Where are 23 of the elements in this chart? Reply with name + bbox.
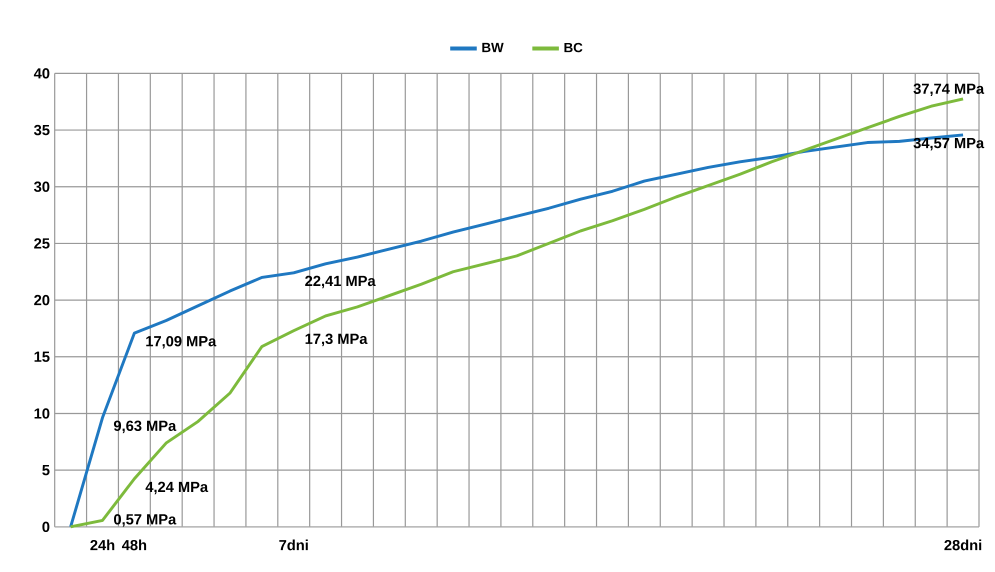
x-tick-label: 48h — [122, 539, 146, 550]
y-tick-label: 20 — [34, 294, 50, 306]
data-label: 34,57 MPa — [914, 138, 984, 150]
data-label: 17,09 MPa — [146, 336, 216, 348]
y-tick-label: 0 — [42, 522, 50, 532]
x-tick-label: 24h — [90, 539, 114, 550]
legend-label: BW — [482, 42, 504, 52]
y-tick-label: 15 — [34, 352, 50, 362]
data-label: 17,3 MPa — [306, 334, 368, 346]
y-tick-label: 40 — [34, 68, 50, 78]
x-tick-label: 28dni — [944, 539, 982, 550]
y-tick-label: 30 — [34, 181, 50, 192]
data-label: 22,41 MPa — [305, 276, 376, 288]
data-label: 0,57 MPa — [114, 514, 176, 527]
y-tick-label: 5 — [42, 464, 50, 476]
legend-label: BC — [564, 42, 582, 52]
y-tick-label: 35 — [34, 124, 50, 136]
data-label: 9,63 MPa — [114, 420, 176, 434]
data-label: 4,24 MPa — [146, 482, 208, 494]
y-tick-label: 10 — [34, 408, 50, 419]
y-tick-label: 25 — [34, 238, 50, 249]
x-tick-label: 7dni — [279, 539, 308, 550]
data-label: 37,74 MPa — [914, 83, 984, 96]
